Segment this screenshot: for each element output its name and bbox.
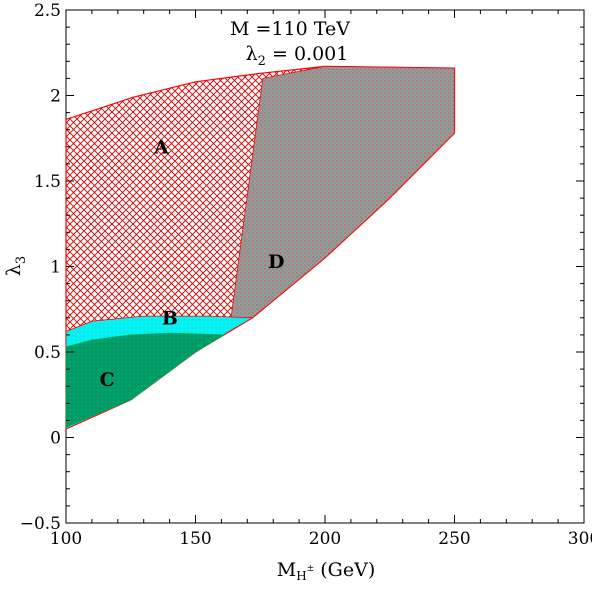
- y-axis-label-sub: 3: [14, 256, 29, 264]
- y-tick-label: 1: [50, 258, 61, 278]
- region-labels-layer: A D B C: [100, 137, 285, 392]
- y-tick-label: 0.5: [34, 343, 61, 363]
- x-axis-label-sub: H: [296, 569, 306, 583]
- chart-title-line2: λ2 = 0.001: [246, 43, 349, 69]
- title-lambda-sub: 2: [258, 54, 266, 69]
- y-tick-label: 0: [50, 429, 61, 449]
- x-axis-label-unit: (GeV): [314, 559, 375, 581]
- chart-title-line1: M =110 TeV: [230, 18, 350, 40]
- y-axis-label: λ3: [3, 256, 29, 276]
- ticks-layer: [65, 9, 585, 524]
- y-axis-label-main: λ: [3, 264, 25, 276]
- region-label-c: C: [100, 369, 115, 391]
- x-tick-label: 250: [438, 529, 470, 549]
- title-lambda: λ: [246, 43, 258, 65]
- region-label-b: B: [162, 308, 178, 330]
- y-tick-label: 2: [50, 87, 61, 107]
- x-axis-label-sup: ±: [307, 564, 315, 574]
- x-axis-label: MH± (GeV): [277, 559, 376, 583]
- tick-labels-layer: 100 150 200 250 300 −0.5 0 0.5 1 1.5 2 2.5: [20, 1, 592, 549]
- x-tick-label: 300: [568, 529, 592, 549]
- y-tick-label: −0.5: [20, 514, 61, 534]
- x-tick-label: 100: [50, 529, 82, 549]
- x-axis-label-main: M: [277, 559, 296, 581]
- title-value: = 0.001: [266, 43, 348, 65]
- x-tick-label: 200: [309, 529, 341, 549]
- regions-layer: [65, 65, 456, 430]
- x-tick-label: 150: [179, 529, 211, 549]
- region-label-d: D: [268, 251, 284, 273]
- y-tick-label: 2.5: [34, 1, 61, 21]
- y-tick-label: 1.5: [34, 172, 61, 192]
- region-label-a: A: [153, 137, 169, 159]
- region-c: [65, 332, 226, 428]
